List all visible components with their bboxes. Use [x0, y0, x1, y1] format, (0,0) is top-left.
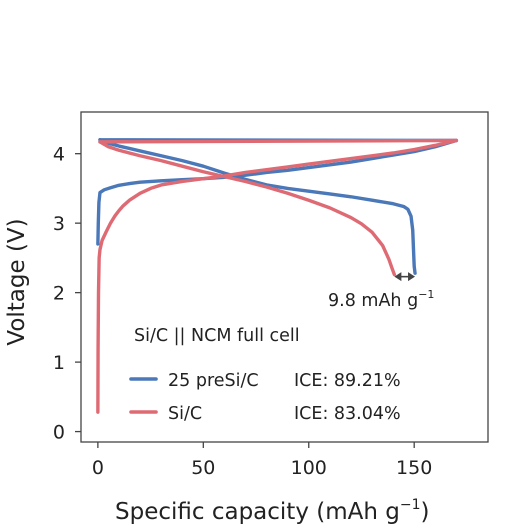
x-tick-label-1: 50 — [191, 457, 215, 479]
x-axis-label: Specific capacity (mAh g−1) — [115, 497, 429, 525]
y-tick-label-0: 0 — [53, 422, 65, 444]
series-0-curve-2 — [98, 138, 417, 275]
y-tick-label-1: 1 — [53, 352, 65, 374]
legend-label-preSiC: 25 preSi/C — [168, 371, 259, 391]
capacity-gap-annotation: 9.8 mAh g−1 — [328, 272, 434, 311]
x-tick-label-2: 100 — [291, 457, 327, 479]
series-1-curve-0 — [96, 138, 459, 414]
y-axis: 0 1 2 3 4 — [53, 144, 81, 444]
x-tick-label-0: 0 — [92, 457, 104, 479]
y-tick-label-4: 4 — [53, 144, 65, 166]
legend: Si/C || NCM full cell 25 preSi/C ICE: 89… — [129, 326, 401, 424]
y-tick-label-3: 3 — [53, 213, 65, 235]
arrow-head-left — [394, 272, 402, 282]
legend-ice-preSiC: ICE: 89.21% — [294, 371, 401, 391]
plot-frame — [80, 111, 489, 443]
y-tick-label-2: 2 — [53, 283, 65, 305]
arrow-head-right — [408, 272, 416, 282]
series-1-curve-1 — [98, 138, 459, 144]
y-axis-label: Voltage (V) — [4, 218, 30, 345]
x-tick-label-3: 150 — [396, 457, 432, 479]
x-axis: 0 50 100 150 — [92, 442, 432, 479]
legend-label-SiC: Si/C — [168, 404, 202, 424]
series-0-curve-0 — [96, 138, 459, 246]
curves — [96, 138, 459, 414]
legend-ice-SiC: ICE: 83.04% — [294, 404, 401, 424]
series-1-curve-2 — [98, 140, 397, 277]
legend-title: Si/C || NCM full cell — [134, 326, 300, 346]
capacity-gap-label: 9.8 mAh g−1 — [328, 288, 434, 311]
